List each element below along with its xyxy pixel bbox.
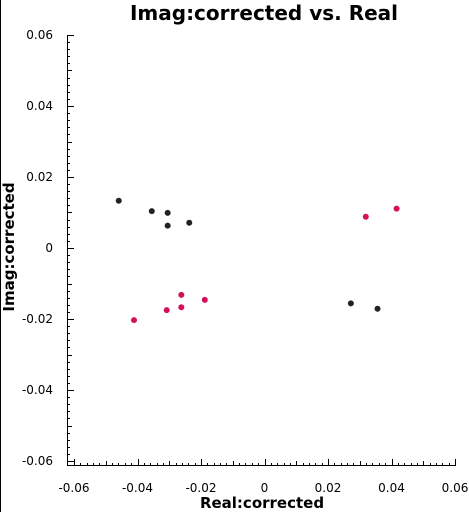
data-point-series-2: [163, 307, 170, 314]
chart-title: Imag:corrected vs. Real: [130, 1, 398, 25]
x-tick-label: -0.04: [122, 481, 153, 495]
data-point-series-1: [374, 305, 381, 312]
x-axis-title: Real:corrected: [200, 494, 324, 512]
data-point-series-1: [164, 222, 171, 229]
x-tick-label: 0: [261, 481, 269, 495]
data-point-series-1: [115, 197, 122, 204]
y-tick-label: -0.02: [22, 312, 53, 326]
data-point-series-1: [164, 209, 171, 216]
y-tick-label: 0.04: [26, 99, 53, 113]
x-tick-label: -0.02: [185, 481, 216, 495]
y-tick-label: 0.06: [26, 28, 53, 42]
data-point-series-2: [201, 296, 208, 303]
x-tick-label: -0.06: [58, 481, 89, 495]
data-point-series-2: [131, 317, 138, 324]
y-axis-title: Imag:corrected: [0, 182, 18, 311]
data-point-series-2: [178, 291, 185, 298]
data-points: [115, 197, 400, 324]
x-tick-label: 0.02: [315, 481, 342, 495]
x-tick-label: 0.04: [378, 481, 405, 495]
y-tick-label: 0.02: [26, 170, 53, 184]
data-point-series-1: [347, 300, 354, 307]
data-point-series-1: [186, 219, 193, 226]
y-axis-ticks: 0.06 0.04 0.02 0 -0.02 -0.04 -0.06: [22, 28, 74, 468]
data-point-series-2: [178, 304, 185, 311]
data-point-series-1: [148, 208, 155, 215]
y-tick-label: 0: [45, 241, 53, 255]
x-tick-label: 0.06: [442, 481, 469, 495]
y-tick-label: -0.04: [22, 383, 53, 397]
x-axis-ticks: -0.06 -0.04 -0.02 0 0.02 0.04 0.06: [58, 459, 468, 495]
data-point-series-2: [393, 205, 400, 212]
y-tick-label: -0.06: [22, 454, 53, 468]
data-point-series-2: [362, 213, 369, 220]
